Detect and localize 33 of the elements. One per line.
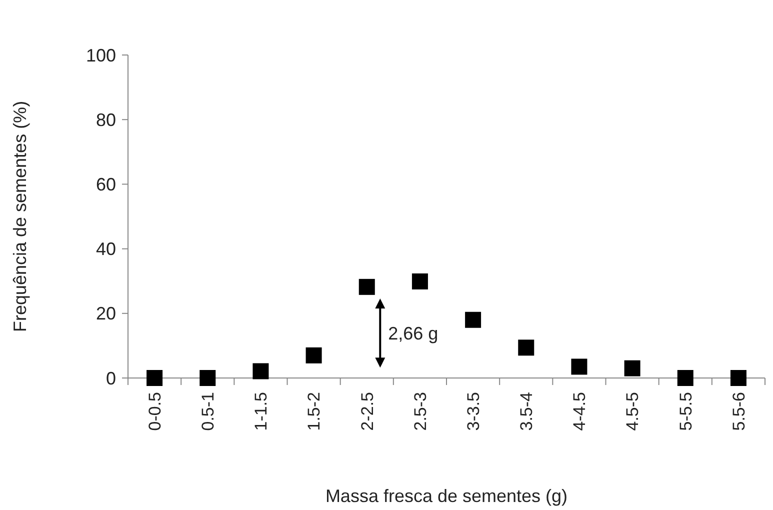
y-tick-label: 80 xyxy=(96,110,116,130)
point xyxy=(358,278,375,295)
annotation: 2,66 g xyxy=(388,323,438,344)
point xyxy=(200,370,216,386)
point xyxy=(571,358,588,375)
point xyxy=(624,360,640,376)
point xyxy=(730,370,746,386)
x-tick-label: 5.5-6 xyxy=(729,392,748,431)
point xyxy=(252,363,269,380)
y-tick-label: 40 xyxy=(96,239,116,260)
point xyxy=(518,340,534,356)
x-tick-label: 3.5-4 xyxy=(517,392,536,431)
x-axis-title: Massa fresca de sementes (g) xyxy=(325,486,568,506)
point xyxy=(677,370,694,386)
x-tick-label: 4-4.5 xyxy=(570,392,590,431)
x-tick-label: 0.5-1 xyxy=(198,392,218,431)
y-axis-title: Frequência de sementes (%) xyxy=(10,100,30,332)
x-tick-label: 1-1.5 xyxy=(252,392,271,431)
point xyxy=(412,273,428,290)
point xyxy=(306,347,322,364)
x-tick-label: 3-3.5 xyxy=(464,392,483,431)
y-tick-label: 20 xyxy=(96,304,116,324)
x-tick-label: 2-2.5 xyxy=(358,392,377,431)
y-tick-label: 100 xyxy=(86,45,116,66)
point xyxy=(465,312,482,328)
x-tick-label: 4.5-5 xyxy=(623,392,642,431)
x-tick-label: 1.5-2 xyxy=(304,392,324,431)
point xyxy=(146,370,163,386)
x-tick-label: 5-5.5 xyxy=(676,392,696,431)
y-tick-label: 0 xyxy=(106,368,116,388)
x-tick-label: 2.5-3 xyxy=(410,392,430,431)
y-tick-label: 60 xyxy=(96,174,116,194)
x-tick-label: 0-0.5 xyxy=(145,392,164,431)
